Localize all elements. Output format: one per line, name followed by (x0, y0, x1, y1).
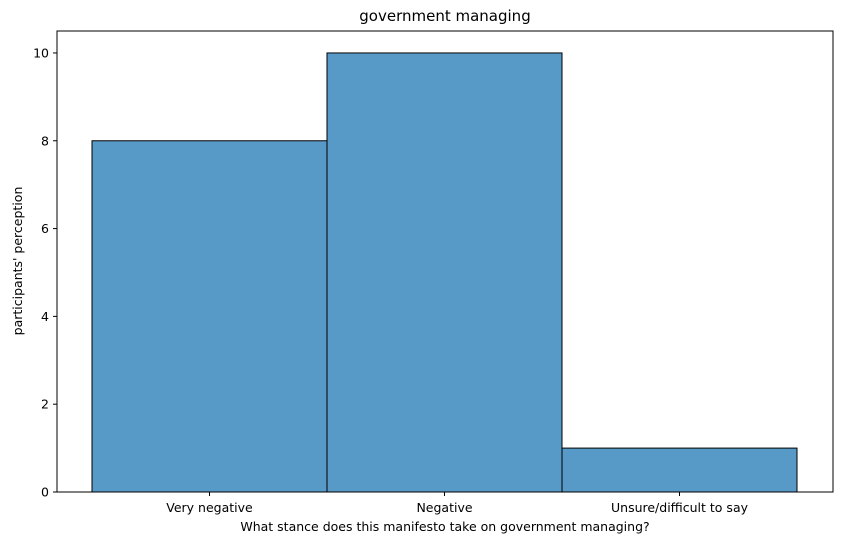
x-axis-ticks: Very negative Negative Unsure/difficult to… (166, 492, 749, 515)
y-tick-label-1: 2 (41, 397, 49, 412)
bar-0 (91, 140, 328, 493)
bars-group (91, 52, 798, 493)
chart-title: government managing (359, 7, 530, 25)
y-tick-label-0: 0 (41, 485, 49, 500)
y-axis-label: participants' perception (10, 187, 25, 336)
bar-2 (561, 447, 798, 493)
y-tick-label-3: 6 (41, 221, 49, 236)
y-tick-label-2: 4 (41, 309, 49, 324)
x-tick-label-2: Unsure/difficult to say (611, 500, 749, 515)
x-tick-label-0: Very negative (166, 500, 253, 515)
plot-frame (56, 30, 834, 493)
y-tick-label-5: 10 (33, 45, 49, 60)
y-axis-ticks: 0 2 4 6 8 10 (33, 45, 57, 500)
x-tick-label-1: Negative (416, 500, 472, 515)
bar-1 (326, 52, 563, 493)
x-axis-label: What stance does this manifesto take on … (240, 519, 649, 534)
y-tick-label-4: 8 (41, 133, 49, 148)
